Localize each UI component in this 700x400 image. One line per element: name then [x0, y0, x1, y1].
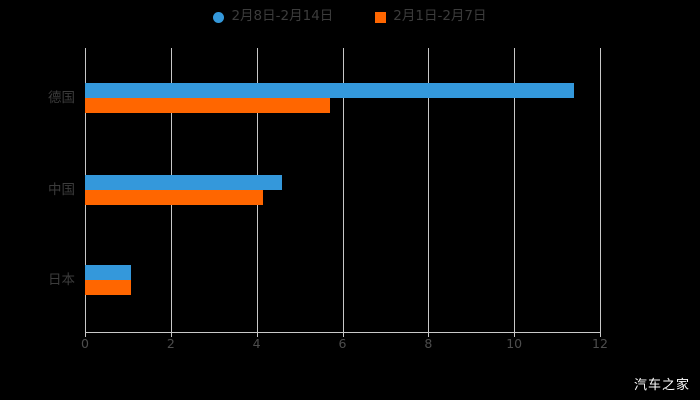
x-axis-tick-mark [514, 332, 516, 337]
legend-label-orange: 2月1日-2月7日 [393, 8, 487, 25]
bar-blue [85, 265, 131, 280]
legend-entry-orange[interactable]: 2月1日-2月7日 [375, 8, 487, 25]
gridline [514, 48, 516, 332]
x-axis-tick-label: 2 [166, 336, 175, 351]
x-axis-tick-mark [85, 332, 86, 337]
y-axis-category-label: 日本 [48, 272, 75, 288]
bar-blue [85, 175, 283, 190]
x-axis-tick-label: 6 [338, 336, 347, 351]
chart-legend: 2月8日-2月14日 2月1日-2月7日 [0, 6, 700, 28]
bar-orange [85, 190, 264, 205]
circle-marker-icon [213, 11, 225, 23]
x-axis-tick-label: 4 [252, 336, 261, 351]
x-axis-tick-label: 10 [506, 336, 523, 351]
x-axis-tick-mark [342, 332, 344, 337]
bar-blue [85, 83, 575, 98]
legend-entry-blue[interactable]: 2月8日-2月14日 [213, 10, 333, 24]
x-axis-tick-label: 8 [424, 336, 433, 351]
x-axis-tick-label: 0 [81, 336, 89, 351]
bar-orange [85, 98, 330, 113]
square-marker-icon [375, 11, 387, 23]
gridline [600, 48, 601, 332]
x-axis-tick-mark [600, 332, 601, 337]
x-axis-tick-label: 12 [592, 336, 608, 351]
y-axis-category-label: 德国 [48, 90, 75, 106]
bar-orange [85, 280, 131, 295]
x-axis-tick-mark [428, 332, 430, 337]
x-axis-tick-mark [256, 332, 258, 337]
y-axis-category-labels: 德国 中国 日本 [0, 0, 75, 400]
plot-area [85, 48, 600, 332]
gridline [342, 48, 344, 332]
y-axis-category-label: 中国 [48, 182, 75, 198]
legend-label-blue: 2月8日-2月14日 [231, 8, 334, 25]
gridline [428, 48, 430, 332]
x-axis-tick-mark [170, 332, 172, 337]
watermark: 汽车之家 [633, 378, 690, 393]
